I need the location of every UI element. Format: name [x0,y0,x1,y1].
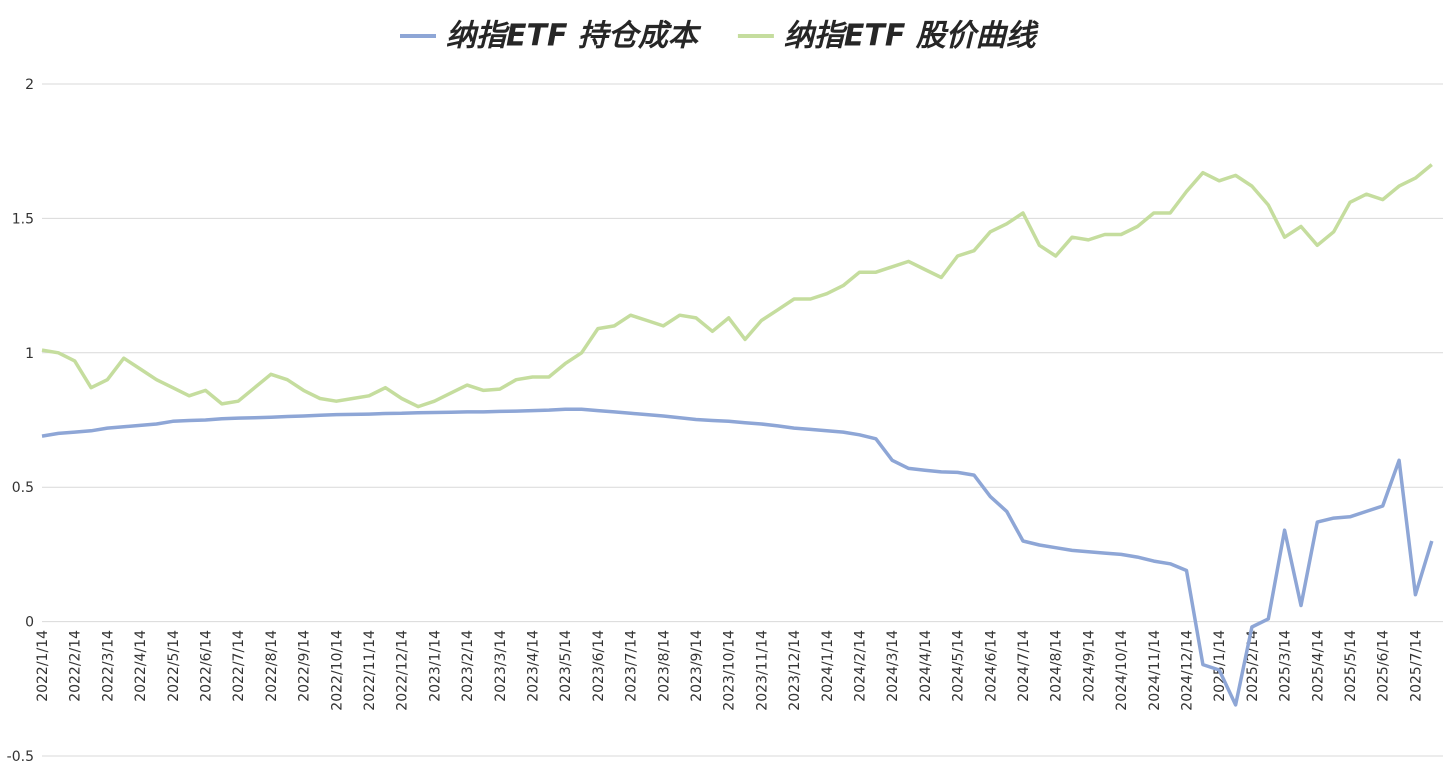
x-tick-label: 2023/4/14 [526,630,542,702]
x-tick-label: 2024/10/14 [1114,630,1130,711]
y-tick-label: 0 [25,615,34,631]
x-tick-label: 2022/2/14 [68,630,84,702]
x-tick-label: 2025/6/14 [1376,630,1392,702]
y-tick-label: -0.5 [7,749,34,765]
series-line [41,163,1433,409]
x-tick-label: 2023/6/14 [591,630,607,702]
x-tick-label: 2025/7/14 [1408,630,1424,702]
x-tick-label: 2022/6/14 [199,630,215,702]
series-line [41,407,1434,707]
x-tick-label: 2022/1/14 [35,630,51,702]
x-tick-label: 2025/1/14 [1212,630,1228,702]
x-tick-label: 2023/2/14 [460,630,476,702]
x-tick-label: 2022/10/14 [329,630,345,711]
x-tick-label: 2022/3/14 [100,630,116,702]
x-tick-label: 2024/7/14 [1016,630,1032,702]
x-tick-label: 2023/1/14 [427,630,443,702]
x-tick-label: 2024/11/14 [1147,630,1163,711]
legend: 纳指ETF 持仓成本 纳指ETF 股价曲线 [400,19,1040,54]
x-tick-label: 2024/9/14 [1081,630,1097,702]
x-tick-label: 2025/5/14 [1343,630,1359,702]
x-tick-label: 2023/7/14 [624,630,640,702]
x-tick-label: 2023/3/14 [493,630,509,702]
legend-label: 纳指ETF 持仓成本 [446,19,702,54]
x-tick-label: 2025/4/14 [1310,630,1326,702]
x-tick-label: 2024/12/14 [1180,630,1196,711]
x-tick-label: 2022/7/14 [231,630,247,702]
y-tick-label: 1 [25,346,34,362]
x-tick-label: 2024/8/14 [1049,630,1065,702]
x-tick-label: 2022/4/14 [133,630,149,702]
x-tick-label: 2024/6/14 [983,630,999,702]
x-tick-label: 2022/11/14 [362,630,378,711]
x-tick-label: 2022/9/14 [297,630,313,702]
y-tick-label: 2 [25,77,34,93]
x-tick-label: 2023/10/14 [722,630,738,711]
y-tick-label: 1.5 [12,211,34,227]
y-tick-label: 0.5 [12,480,34,496]
x-tick-label: 2023/5/14 [558,630,574,702]
x-tick-label: 2022/12/14 [395,630,411,711]
x-tick-label: 2022/8/14 [264,630,280,702]
x-tick-label: 2024/3/14 [885,630,901,702]
x-tick-label: 2024/4/14 [918,630,934,702]
legend-label: 纳指ETF 股价曲线 [784,19,1040,54]
x-tick-label: 2024/5/14 [951,630,967,702]
x-tick-label: 2023/8/14 [656,630,672,702]
x-tick-label: 2022/5/14 [166,630,182,702]
x-tick-label: 2023/9/14 [689,630,705,702]
x-tick-label: 2023/12/14 [787,630,803,711]
x-tick-label: 2025/3/14 [1278,630,1294,702]
x-tick-label: 2024/2/14 [853,630,869,702]
x-tick-label: 2023/11/14 [754,630,770,711]
x-tick-label: 2024/1/14 [820,630,836,702]
